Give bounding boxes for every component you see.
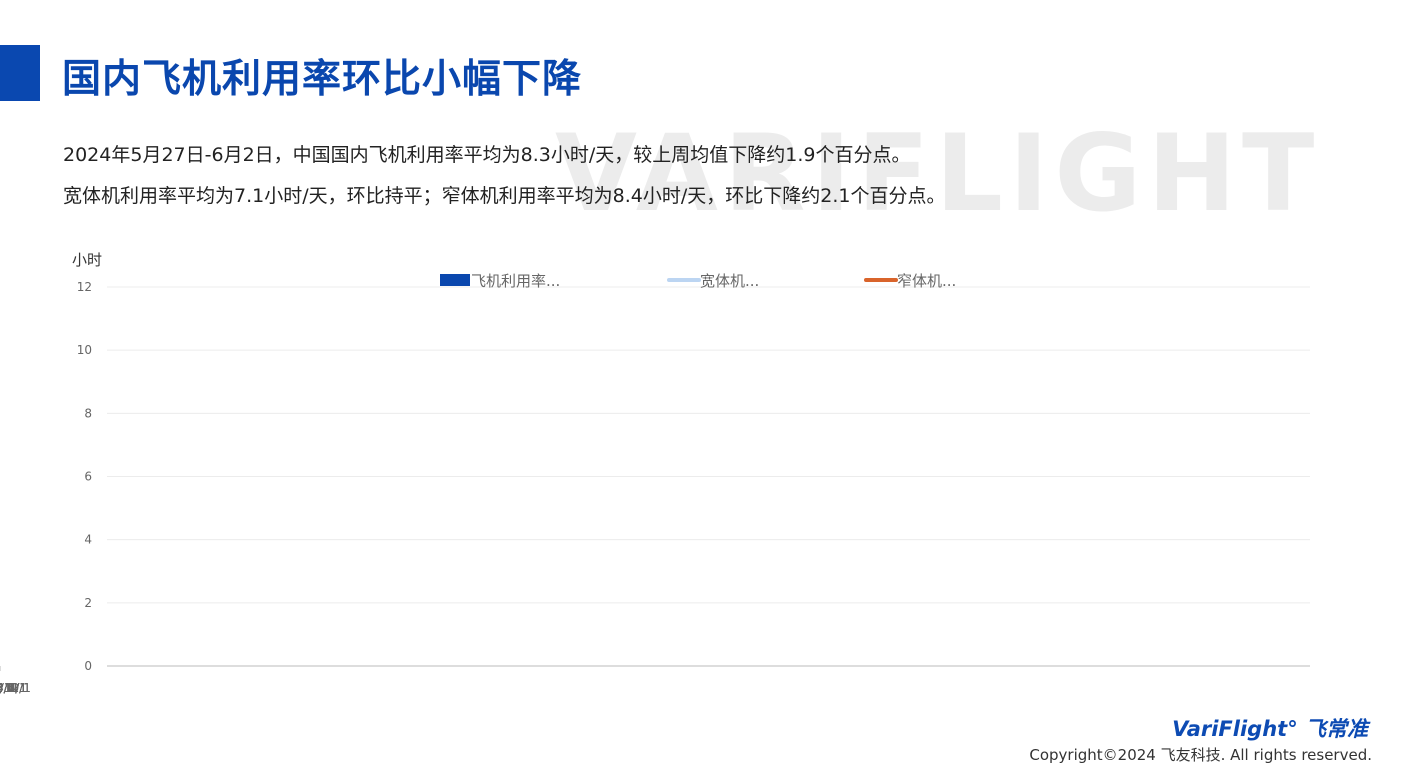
title-accent-bar — [0, 45, 40, 101]
x-tick-label: 2023/10/1 — [0, 681, 31, 695]
copyright-text: Copyright©2024 飞友科技. All rights reserved… — [1029, 746, 1372, 764]
x-tick-label: 2024/3/1 — [0, 681, 27, 695]
x-tick-label: 2023/3/1 — [0, 681, 27, 695]
page-title: 国内飞机利用率环比小幅下降 — [62, 57, 583, 102]
x-tick-label: 2024/4/1 — [0, 681, 27, 695]
x-tick-label: 2024/2/1 — [0, 681, 27, 695]
x-tick-label: 2024/1/1 — [0, 681, 27, 695]
y-tick-label: 8 — [84, 406, 92, 420]
x-tick-label: 2023/4/1 — [0, 681, 27, 695]
summary-line-1: 2024年5月27日-6月2日，中国国内飞机利用率平均为8.3小时/天，较上周均… — [63, 144, 911, 166]
x-tick-label: 2023/12/1 — [0, 681, 31, 695]
y-tick-label: 10 — [77, 343, 92, 357]
x-tick-label: 2023/5/1 — [0, 681, 27, 695]
legend-swatch — [440, 274, 470, 286]
y-tick-label: 2 — [84, 596, 92, 610]
summary-line-2: 宽体机利用率平均为7.1小时/天，环比持平；窄体机利用率平均为8.4小时/天，环… — [63, 185, 946, 207]
x-tick-label: 2024/6/1 — [0, 681, 27, 695]
x-tick-label: 2023/7/1 — [0, 681, 27, 695]
legend-label: 飞机利用率... — [471, 272, 560, 290]
chart-gridlines — [107, 286, 1310, 667]
legend-label: 宽体机... — [700, 272, 759, 290]
x-tick-label: 2024/5/1 — [0, 681, 27, 695]
y-axis-label: 小时 — [72, 251, 102, 269]
x-tick-label: 2023/1/1 — [0, 681, 27, 695]
x-tick-label: 2023/11/1 — [0, 681, 31, 695]
chart-axes: 0 2 4 6 8 10 12 2023/1/12023/2/12023/3/12023/4/… — [0, 280, 1310, 695]
y-tick-label: 6 — [84, 470, 92, 484]
y-tick-label: 4 — [84, 533, 92, 547]
chart-legend: 飞机利用率... 宽体机... 窄体机... — [440, 272, 956, 290]
legend-label: 窄体机... — [897, 272, 956, 290]
brand-logo: VariFlight° 飞常准 — [1172, 717, 1368, 741]
y-tick-label: 12 — [77, 280, 92, 294]
brand-watermark: VARIFLIGHT — [555, 112, 1321, 235]
x-tick-label: 2023/6/1 — [0, 681, 27, 695]
y-tick-label: 0 — [84, 659, 92, 673]
x-tick-label: 2023/8/1 — [0, 681, 27, 695]
x-tick-label: 2023/2/1 — [0, 681, 27, 695]
x-tick-label: 2023/9/1 — [0, 681, 27, 695]
